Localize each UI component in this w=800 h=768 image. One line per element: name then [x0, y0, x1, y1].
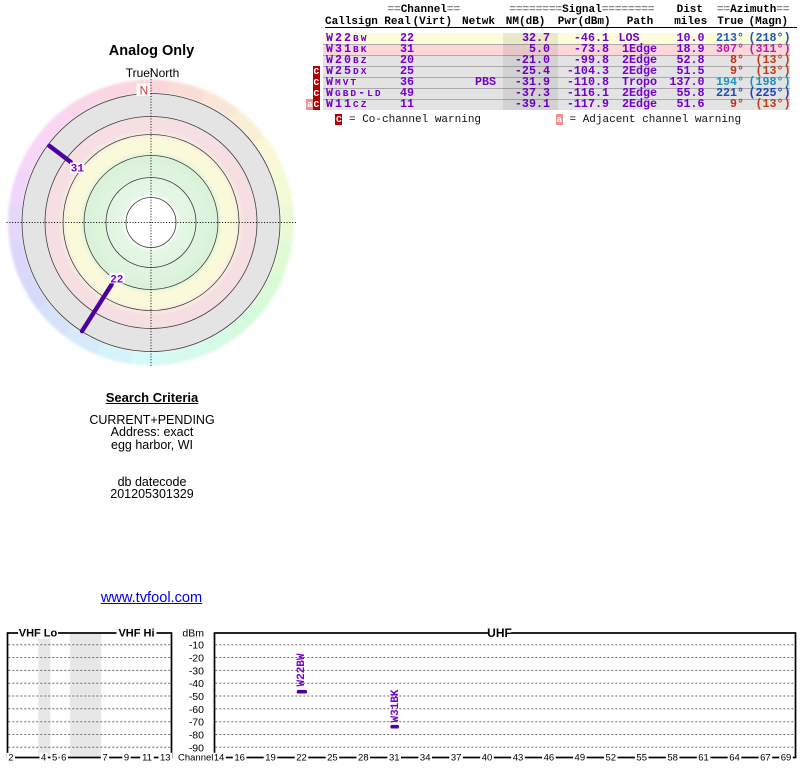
svg-text:22: 22	[110, 274, 123, 286]
svg-text:-30: -30	[189, 665, 204, 677]
svg-text:-90: -90	[189, 742, 204, 754]
svg-text:55: 55	[636, 752, 647, 763]
svg-text:67: 67	[760, 752, 771, 763]
svg-text:61: 61	[698, 752, 709, 763]
svg-text:2: 2	[8, 752, 13, 763]
svg-text:-70: -70	[189, 717, 204, 729]
svg-text:W31BK: W31BK	[390, 689, 402, 722]
svg-text:W22BW: W22BW	[296, 653, 308, 686]
svg-text:22: 22	[296, 752, 307, 763]
svg-text:13: 13	[160, 752, 171, 763]
svg-text:-60: -60	[189, 704, 204, 716]
svg-text:-50: -50	[189, 691, 204, 703]
svg-text:69: 69	[781, 752, 792, 763]
svg-text:-20: -20	[189, 653, 204, 665]
svg-text:-40: -40	[189, 678, 204, 690]
svg-text:UHF: UHF	[487, 626, 512, 640]
svg-text:7: 7	[102, 752, 107, 763]
svg-text:52: 52	[605, 752, 616, 763]
svg-text:49: 49	[575, 752, 586, 763]
svg-text:VHF Lo: VHF Lo	[19, 628, 58, 640]
svg-text:VHF Hi: VHF Hi	[118, 628, 154, 640]
svg-text:-10: -10	[189, 640, 204, 652]
svg-text:4: 4	[41, 752, 46, 763]
svg-text:58: 58	[667, 752, 678, 763]
svg-text:-80: -80	[189, 729, 204, 741]
svg-text:14: 14	[214, 752, 225, 763]
svg-text:43: 43	[513, 752, 524, 763]
svg-text:25: 25	[327, 752, 338, 763]
svg-text:28: 28	[358, 752, 369, 763]
svg-text:34: 34	[420, 752, 431, 763]
svg-text:5: 5	[52, 752, 57, 763]
svg-text:N: N	[140, 84, 149, 98]
svg-text:64: 64	[729, 752, 740, 763]
svg-text:11: 11	[142, 752, 152, 763]
svg-text:37: 37	[451, 752, 462, 763]
svg-text:6: 6	[61, 752, 66, 763]
svg-text:16: 16	[234, 752, 245, 763]
svg-text:31: 31	[389, 752, 400, 763]
svg-text:31: 31	[71, 163, 85, 175]
svg-text:Channel: Channel	[178, 752, 213, 763]
svg-text:40: 40	[482, 752, 493, 763]
svg-text:9: 9	[124, 752, 129, 763]
svg-text:19: 19	[265, 752, 276, 763]
svg-text:46: 46	[544, 752, 555, 763]
svg-text:dBm: dBm	[182, 628, 204, 640]
